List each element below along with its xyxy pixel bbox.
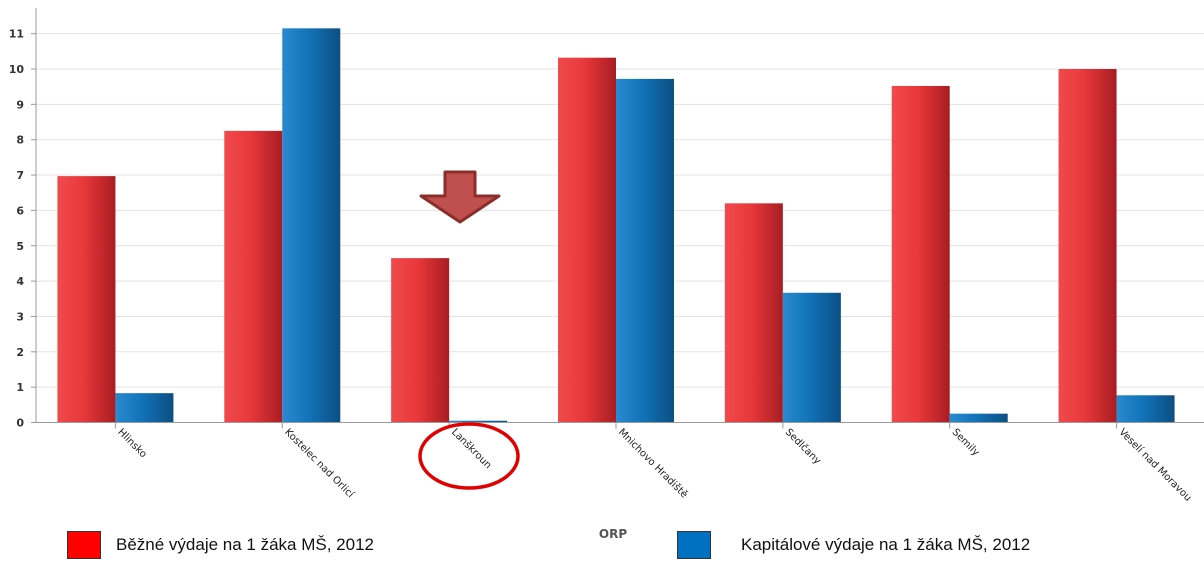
bar-kapitalove <box>616 78 674 423</box>
down-arrow-annotation <box>419 170 501 224</box>
x-tick-label: Semily <box>950 427 982 459</box>
y-tick-label: 5 <box>16 240 24 253</box>
x-tick-label: Hlinsko <box>115 427 148 460</box>
bar-kapitalove <box>282 28 341 423</box>
bar-bezne <box>57 176 116 423</box>
y-tick-label: 1 <box>16 381 24 394</box>
y-tick-label: 2 <box>16 346 24 359</box>
bars <box>57 28 1175 423</box>
bar-bezne <box>891 85 950 423</box>
bar-bezne <box>724 203 783 423</box>
x-tick-label: Lanškroun <box>449 426 494 471</box>
legend-item-bezne: Běžné výdaje na 1 žáka MŠ, 2012 <box>67 530 374 560</box>
y-tick-label: 7 <box>16 169 24 182</box>
y-tick-label: 11 <box>9 28 24 41</box>
legend-label-kapitalove: Kapitálové výdaje na 1 žáka MŠ, 2012 <box>741 535 1031 554</box>
x-tick-label: Kostelec nad Orlicí <box>282 426 357 501</box>
y-tick-label: 10 <box>9 63 25 76</box>
y-tick-label: 0 <box>16 417 24 430</box>
y-tick-label: 6 <box>16 204 24 217</box>
bar-bezne <box>558 57 616 423</box>
x-axis-title: ORP <box>599 527 627 541</box>
y-tick-label: 3 <box>16 310 24 323</box>
bar-bezne <box>224 130 283 423</box>
y-axis: 0 1 2 3 4 5 6 7 8 9 10 11 <box>9 8 37 430</box>
bar-bezne <box>391 258 450 423</box>
y-tick-label: 8 <box>16 134 24 147</box>
legend-label-bezne: Běžné výdaje na 1 žáka MŠ, 2012 <box>116 535 374 554</box>
y-tick-label: 9 <box>16 98 24 111</box>
bar-kapitalove <box>449 420 508 423</box>
bar-bezne <box>1058 69 1117 423</box>
x-tick-label: Veselí nad Moravou <box>1116 426 1194 504</box>
x-tick-label: Mnichovo Hradiště <box>616 426 690 500</box>
annotations <box>418 170 520 490</box>
bar-kapitalove <box>782 292 841 423</box>
y-tick-label: 4 <box>16 275 24 288</box>
x-tick-label: Sedlčany <box>783 426 824 467</box>
bar-kapitalove <box>115 393 174 423</box>
legend-item-kapitalove: Kapitálové výdaje na 1 žáka MŠ, 2012 <box>677 530 1030 560</box>
legend-swatch-red <box>67 531 101 559</box>
x-axis: Hlinsko Kostelec nad Orlicí Lanškroun Mnich… <box>36 422 1204 504</box>
legend-swatch-blue <box>677 531 711 559</box>
bar-kapitalove <box>949 413 1008 423</box>
bar-kapitalove <box>1116 395 1175 423</box>
circle-annotation <box>418 422 520 490</box>
